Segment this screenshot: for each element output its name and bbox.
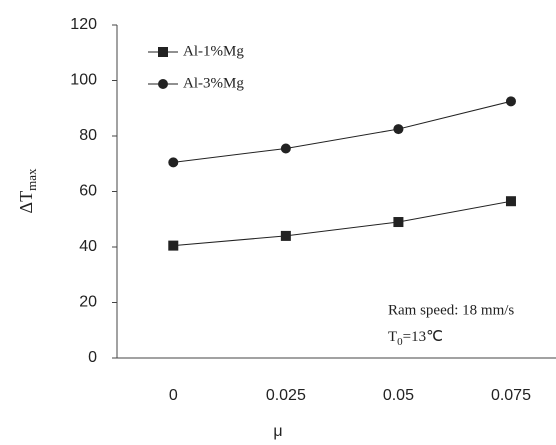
annotation-main: T [388, 329, 397, 345]
marker [280, 230, 291, 241]
marker [505, 196, 516, 207]
marker [168, 240, 179, 251]
series-line [173, 200, 512, 247]
x-tick-label: 0.075 [491, 387, 531, 404]
x-tick-label: 0 [169, 387, 178, 404]
legend-label: Al-1%Mg [183, 43, 244, 59]
y-label-main: ΔT [16, 191, 36, 214]
marker [505, 96, 516, 107]
y-tick-label: 80 [79, 127, 97, 144]
annotation-sub: 0 [397, 336, 403, 348]
series-line [173, 100, 512, 163]
annotation: T0=13℃ [388, 329, 443, 347]
y-axis-label: ΔTmax [16, 168, 39, 213]
marker [393, 217, 404, 228]
marker [393, 124, 404, 135]
legend-marker [158, 47, 168, 57]
legend-marker [158, 79, 168, 89]
y-tick-label: 60 [79, 183, 97, 200]
y-label-sub: max [24, 168, 39, 191]
y-tick-label: 20 [79, 294, 97, 311]
marker [280, 143, 291, 154]
y-tick-label: 40 [79, 238, 97, 255]
y-tick-label: 100 [70, 72, 97, 89]
legend-label: Al-3%Mg [183, 75, 244, 91]
x-axis-label: μ [273, 423, 282, 440]
x-tick-label: 0.05 [383, 387, 414, 404]
y-tick-label: 0 [88, 349, 97, 366]
annotation: Ram speed: 18 mm/s [388, 302, 514, 318]
x-tick-label: 0.025 [266, 387, 306, 404]
y-tick-label: 120 [70, 16, 97, 33]
marker [168, 157, 179, 168]
annotation-rest: =13℃ [403, 329, 443, 345]
